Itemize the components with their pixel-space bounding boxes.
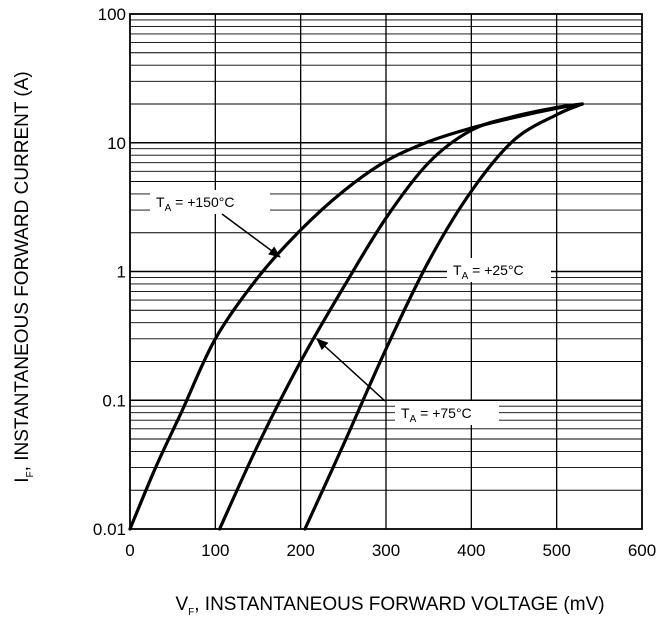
annotation-label: TA = +75°C: [401, 405, 472, 425]
y-tick-label: 1: [117, 263, 126, 282]
y-tick-label: 100: [98, 5, 126, 24]
annotation-background: [150, 190, 270, 214]
x-tick-label: 0: [125, 541, 134, 560]
x-tick-label: 100: [201, 541, 229, 560]
y-tick-label: 10: [107, 134, 126, 153]
series-layer: [128, 102, 584, 531]
y-tick-label: 0.1: [102, 391, 126, 410]
annotation-25c: TA = +25°C: [447, 258, 551, 282]
plot-frame: [129, 13, 643, 530]
x-axis-title: VF, INSTANTANEOUS FORWARD VOLTAGE (mV): [175, 594, 604, 618]
annotation-150c: TA = +150°C: [150, 190, 281, 258]
x-tick-label: 600: [628, 541, 656, 560]
series-25c-curve: [303, 102, 584, 531]
x-tick-label: 500: [542, 541, 570, 560]
grid: [130, 14, 642, 529]
annotation-75c: TA = +75°C: [316, 338, 499, 425]
series-150c-curve: [128, 102, 584, 531]
annotations: TA = +150°C TA = +25°C TA = +75°C: [150, 190, 551, 425]
annotation-background: [447, 258, 551, 282]
x-tick-label: 300: [372, 541, 400, 560]
series-75c-curve: [218, 102, 584, 531]
y-tick-label: 0.01: [93, 520, 126, 539]
tick-labels: 0 100 200 300 400 500 600 0.01 0.1 1 10 100: [93, 5, 656, 560]
annotation-label: TA = +150°C: [156, 194, 234, 214]
annotation-arrow: [221, 213, 281, 258]
plot-border: [129, 13, 643, 530]
annotation-label: TA = +25°C: [453, 262, 524, 282]
x-tick-label: 400: [457, 541, 485, 560]
x-tick-label: 200: [286, 541, 314, 560]
y-axis-title: IF, INSTANTANEOUS FORWARD CURRENT (A): [12, 71, 36, 482]
annotation-arrow: [316, 338, 386, 402]
annotation-background: [395, 401, 499, 425]
